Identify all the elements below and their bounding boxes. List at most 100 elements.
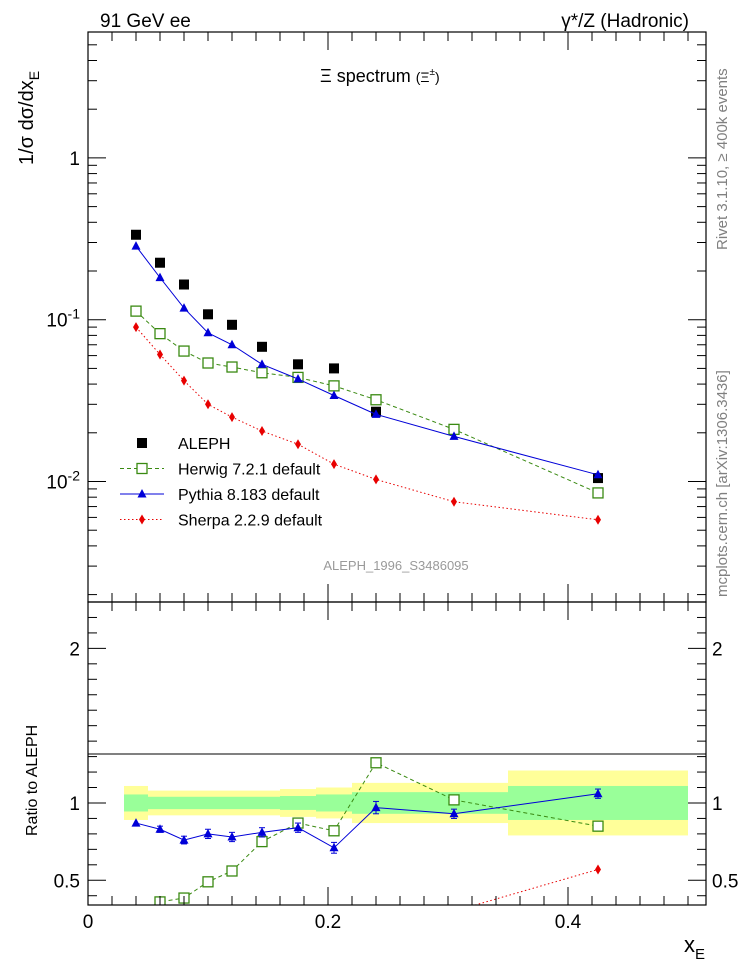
main-point-herwig [154,327,166,340]
x-tick-label: 0.4 [555,912,582,933]
ratio-y-tick-label-right: 1 [712,794,723,815]
rivet-label: Rivet 3.1.10, ≥ 400k events [714,68,731,250]
main-point-sherpa [451,496,457,507]
main-point-pythia [593,469,603,479]
ratio-point-pythia [179,835,189,844]
main-point-sherpa [373,474,379,485]
ratio-point-pythia [155,824,165,833]
ratio-point-herwig [202,876,214,888]
main-point-aleph [155,257,165,268]
legend-marker-pythia [137,489,147,498]
main-point-sherpa [157,349,163,360]
main-point-sherpa [133,322,139,333]
main-point-sherpa [331,459,337,470]
ratio-frame [87,601,707,906]
main-point-herwig [592,487,604,499]
header-right: γ*/Z (Hadronic) [561,11,689,32]
band-green [172,796,196,810]
main-point-herwig [370,394,382,406]
main-point-sherpa [295,439,301,450]
main-point-sherpa [205,399,211,410]
main-point-herwig [256,367,268,379]
main-y-tick-label: 10-2 [46,468,80,494]
ratio-point-herwig [448,794,460,806]
main-point-aleph [203,309,213,320]
main-point-pythia [155,272,165,282]
x-tick-label: 0.2 [315,912,341,933]
ratio-point-herwig [131,908,141,918]
ratio-point-pythia [131,818,141,827]
ratio-point-sherpa [595,864,601,875]
ratio-y-tick-label-left: 2 [69,639,80,660]
main-point-sherpa [595,514,601,525]
main-point-sherpa [229,412,235,423]
legend-label-aleph: ALEPH [178,436,230,453]
mcplots-label: mcplots.cern.ch [arXiv:1306.3436] [714,370,731,597]
axis-ticks [87,31,706,905]
main-point-pythia [371,409,381,418]
ratio-point-pythia [371,802,381,812]
ratio-y-tick-label-left: 1 [69,794,80,815]
ratio-point-herwig [256,835,268,848]
main-y-tick-label: 1 [69,149,80,170]
band-green [244,796,280,810]
legend-label-herwig: Herwig 7.2.1 default [178,462,321,479]
ratio-y-tick-label-right: 2 [712,639,723,660]
main-line-sherpa [135,326,599,521]
legend: ALEPH Herwig 7.2.1 default Pythia 8.183 de… [120,436,323,530]
legend-marker-herwig [136,462,148,475]
ratio-point-herwig [328,825,340,837]
main-y-axis-title: 1/σ dσ/dxE [16,71,42,165]
ratio-point-herwig [592,820,604,832]
header-left: 91 GeV ee [100,11,191,32]
x-tick-label: 0 [83,912,94,933]
band-green [280,796,316,810]
main-point-sherpa [259,426,265,437]
ratio-point-pythia [329,842,339,852]
band-green [196,796,220,810]
ratio-point-pythia [593,788,603,798]
main-point-pythia [257,359,267,368]
band-green [124,794,148,812]
main-point-aleph [293,359,303,370]
main-point-herwig [328,380,340,392]
ratio-point-pythia [449,808,459,818]
main-point-aleph [227,319,237,330]
legend-label-sherpa: Sherpa 2.2.9 default [178,513,323,530]
analysis-watermark: ALEPH_1996_S3486095 [323,558,468,573]
ratio-y-tick-label-right: 0.5 [712,871,738,892]
main-point-herwig [130,305,142,317]
main-y-tick-label: 10-1 [46,306,80,332]
main-point-aleph [131,229,141,240]
main-point-pythia [203,327,213,337]
main-point-pythia [131,241,141,250]
ratio-point-pythia [203,828,213,838]
main-point-pythia [449,431,459,440]
main-point-pythia [179,303,189,312]
band-green [220,796,244,810]
legend-marker-sherpa [139,514,145,525]
ratio-point-pythia [227,831,237,841]
main-point-aleph [257,341,267,352]
band-green [148,796,172,810]
main-point-sherpa [181,375,187,386]
band-green [316,794,352,812]
main-point-pythia [329,390,339,400]
ratio-y-axis-title: Ratio to ALEPH [24,725,41,836]
legend-label-pythia: Pythia 8.183 default [178,487,320,504]
main-series-layer [130,229,604,525]
ratio-point-herwig [370,757,382,769]
main-point-herwig [202,357,214,369]
ratio-y-tick-label-left: 0.5 [54,871,80,892]
ratio-point-pythia [293,822,303,832]
main-line-herwig [135,310,599,494]
axis-tick-labels: 10-2 10-1 1 0.5 0.5 1 1 2 2 0 0.2 0.4 [46,149,738,933]
x-axis-title: xE [684,932,705,963]
legend-marker-aleph [137,438,147,448]
main-title: Ξ spectrum (Ξ±) [320,66,440,86]
main-point-herwig [178,345,190,357]
main-point-pythia [227,339,237,349]
main-point-herwig [226,361,238,373]
main-point-aleph [179,279,189,290]
